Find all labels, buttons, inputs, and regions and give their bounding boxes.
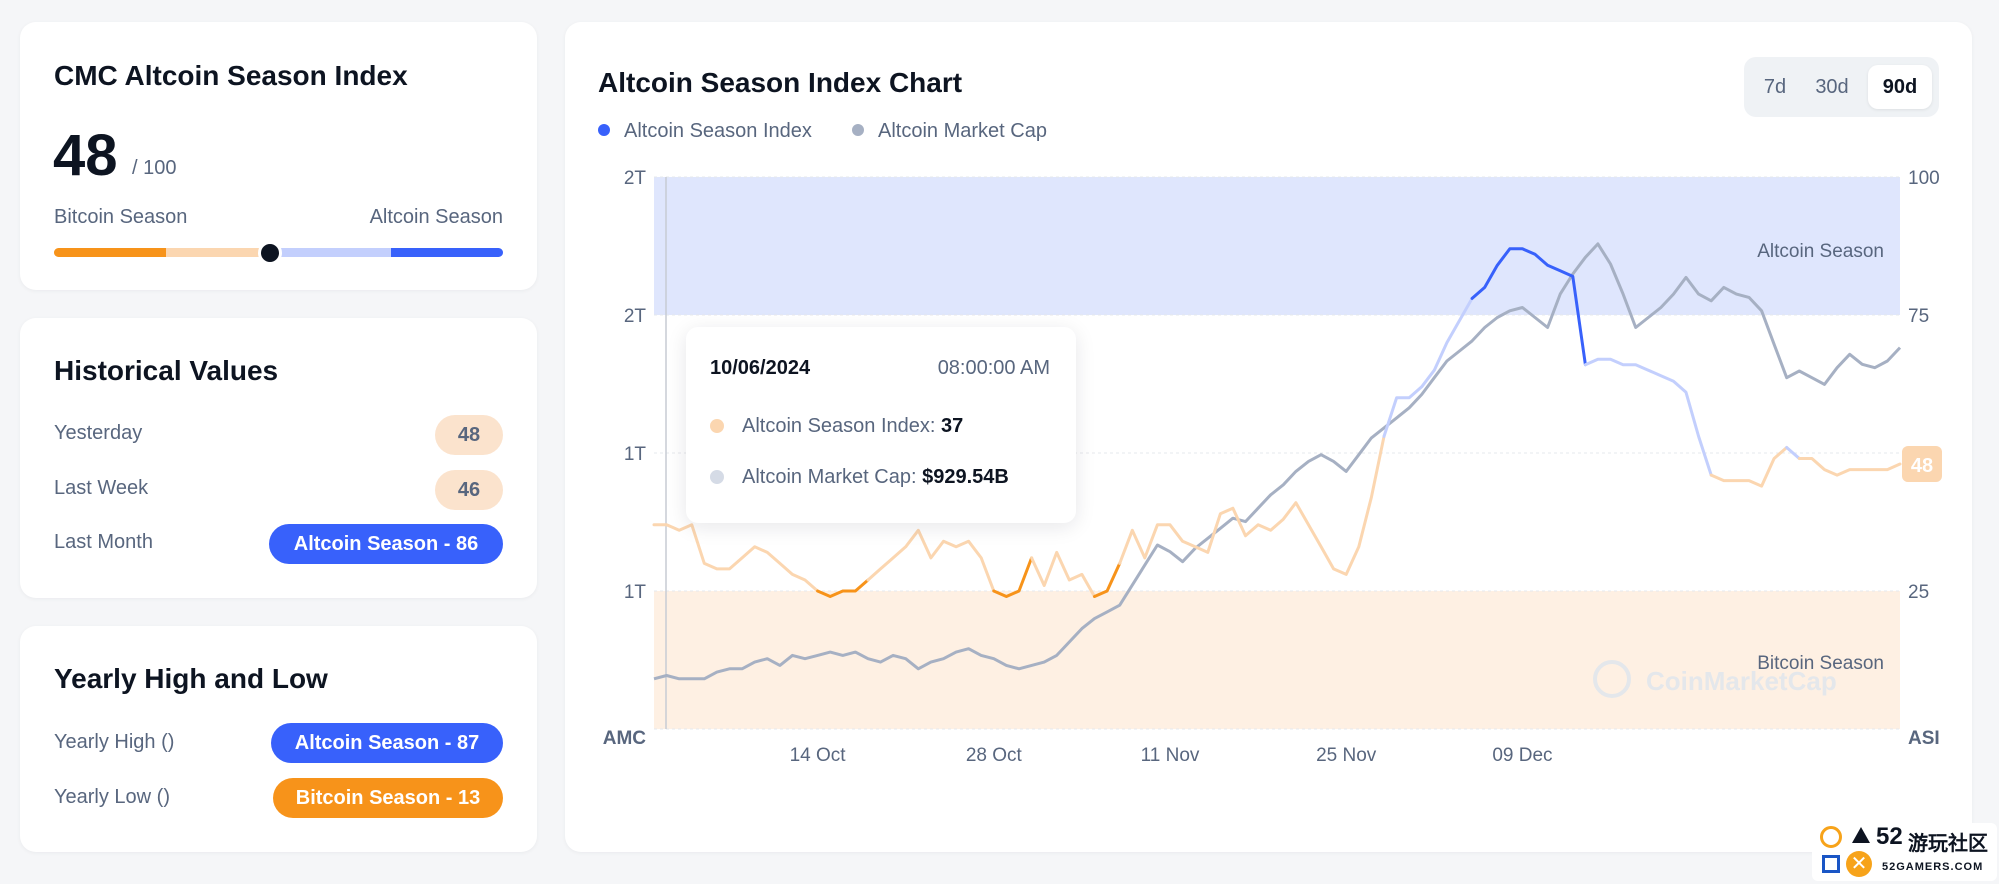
legend-altcoin-season-index[interactable]: Altcoin Season Index <box>598 120 812 143</box>
last-month-value: Altcoin Season - 86 <box>269 524 503 564</box>
tooltip-index-value: 37 <box>941 415 964 437</box>
watermark-site-name: 游玩社区 <box>1908 833 1988 855</box>
legend-index-label: Altcoin Season Index <box>624 120 812 142</box>
legend-cap-dot <box>852 124 864 136</box>
tooltip-date: 10/06/2024 <box>710 357 811 379</box>
tooltip-cap-row: Altcoin Market Cap: $929.54B <box>710 466 1009 489</box>
bitcoin-season-label: Bitcoin Season <box>54 206 188 228</box>
last-week-label: Last Week <box>54 477 149 499</box>
timeframe-30d-button[interactable]: 30d <box>1815 76 1849 98</box>
timeframe-switch: 7d 30d 90d <box>1744 57 1939 117</box>
site-watermark: ✕ 52 游玩社区 52GAMERS.COM <box>1812 823 1997 881</box>
timeframe-7d-button[interactable]: 7d <box>1763 76 1787 98</box>
legend-index-dot <box>598 124 610 136</box>
chart-tooltip: 10/06/2024 08:00:00 AM Altcoin Season In… <box>686 327 1076 523</box>
yesterday-value: 48 <box>435 415 503 455</box>
chart-title: Altcoin Season Index Chart <box>598 67 963 98</box>
yesterday-label: Yesterday <box>54 422 143 444</box>
tooltip-cap-dot <box>710 470 724 484</box>
scale-bitcoin-light <box>166 248 279 257</box>
legend-cap-label: Altcoin Market Cap <box>878 120 1047 142</box>
index-value: 48 <box>53 123 118 188</box>
scale-altcoin-light <box>278 248 391 257</box>
tooltip-index-dot <box>710 419 724 433</box>
tooltip-index-label: Altcoin Season Index: <box>742 415 936 437</box>
yearly-low-label: Yearly Low () <box>54 786 170 808</box>
yearly-high-low-card: Yearly High and Low Yearly High () Altco… <box>20 626 537 852</box>
watermark-orange-circle-icon <box>1820 826 1842 848</box>
timeframe-90d-button[interactable]: 90d <box>1868 65 1932 109</box>
altcoin-season-label: Altcoin Season <box>369 206 503 228</box>
last-month-label: Last Month <box>54 531 153 553</box>
index-max: / 100 <box>132 157 177 179</box>
watermark-url: 52GAMERS.COM <box>1882 861 1984 873</box>
historical-values-card: Historical Values Yesterday 48 Last Week… <box>20 318 537 598</box>
legend-altcoin-market-cap[interactable]: Altcoin Market Cap <box>852 120 1047 143</box>
watermark-square-icon <box>1822 855 1840 873</box>
tooltip-time: 08:00:00 AM <box>937 357 1050 379</box>
yearly-high-value: Altcoin Season - 87 <box>271 723 503 763</box>
historical-values-title: Historical Values <box>54 355 279 386</box>
index-card: CMC Altcoin Season Index 48 / 100 Bitcoi… <box>20 22 537 290</box>
scale-bitcoin <box>54 248 167 257</box>
watermark-cross-icon: ✕ <box>1846 851 1872 877</box>
index-slider-knob[interactable] <box>257 241 282 265</box>
tooltip-index-row: Altcoin Season Index: 37 <box>710 415 963 438</box>
tooltip-cap-value: $929.54B <box>922 466 1009 488</box>
index-card-title: CMC Altcoin Season Index <box>54 60 408 91</box>
scale-altcoin <box>390 248 503 257</box>
watermark-triangle-icon <box>1852 827 1870 843</box>
tooltip-cap-label: Altcoin Market Cap: <box>742 466 917 488</box>
last-week-value: 46 <box>435 470 503 510</box>
yearly-title: Yearly High and Low <box>54 663 328 694</box>
watermark-number: 52 <box>1876 823 1903 850</box>
yearly-low-value: Bitcoin Season - 13 <box>273 778 503 818</box>
yearly-high-label: Yearly High () <box>54 731 175 753</box>
season-scale <box>54 248 503 257</box>
